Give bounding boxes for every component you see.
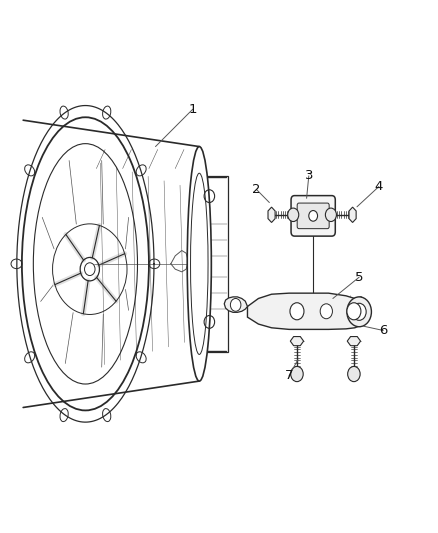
Polygon shape	[224, 297, 247, 312]
Polygon shape	[247, 293, 363, 329]
Circle shape	[348, 367, 360, 382]
Text: 3: 3	[304, 169, 313, 182]
Circle shape	[309, 211, 318, 221]
Circle shape	[325, 208, 336, 222]
Circle shape	[288, 208, 299, 222]
Circle shape	[320, 304, 332, 319]
Text: 7: 7	[285, 369, 293, 382]
Ellipse shape	[187, 147, 211, 381]
Text: 5: 5	[355, 271, 364, 284]
Circle shape	[291, 367, 303, 382]
Polygon shape	[347, 336, 360, 346]
Text: 2: 2	[252, 183, 261, 196]
Polygon shape	[268, 207, 275, 222]
Text: 6: 6	[379, 324, 388, 337]
FancyBboxPatch shape	[199, 176, 228, 352]
Polygon shape	[349, 207, 356, 222]
Circle shape	[347, 303, 361, 320]
Circle shape	[347, 297, 371, 327]
Circle shape	[230, 298, 241, 311]
Circle shape	[352, 303, 366, 320]
Text: 1: 1	[188, 103, 197, 116]
Circle shape	[290, 303, 304, 320]
FancyBboxPatch shape	[297, 203, 329, 229]
Text: 4: 4	[374, 180, 383, 193]
FancyBboxPatch shape	[291, 196, 336, 236]
Polygon shape	[290, 336, 304, 346]
